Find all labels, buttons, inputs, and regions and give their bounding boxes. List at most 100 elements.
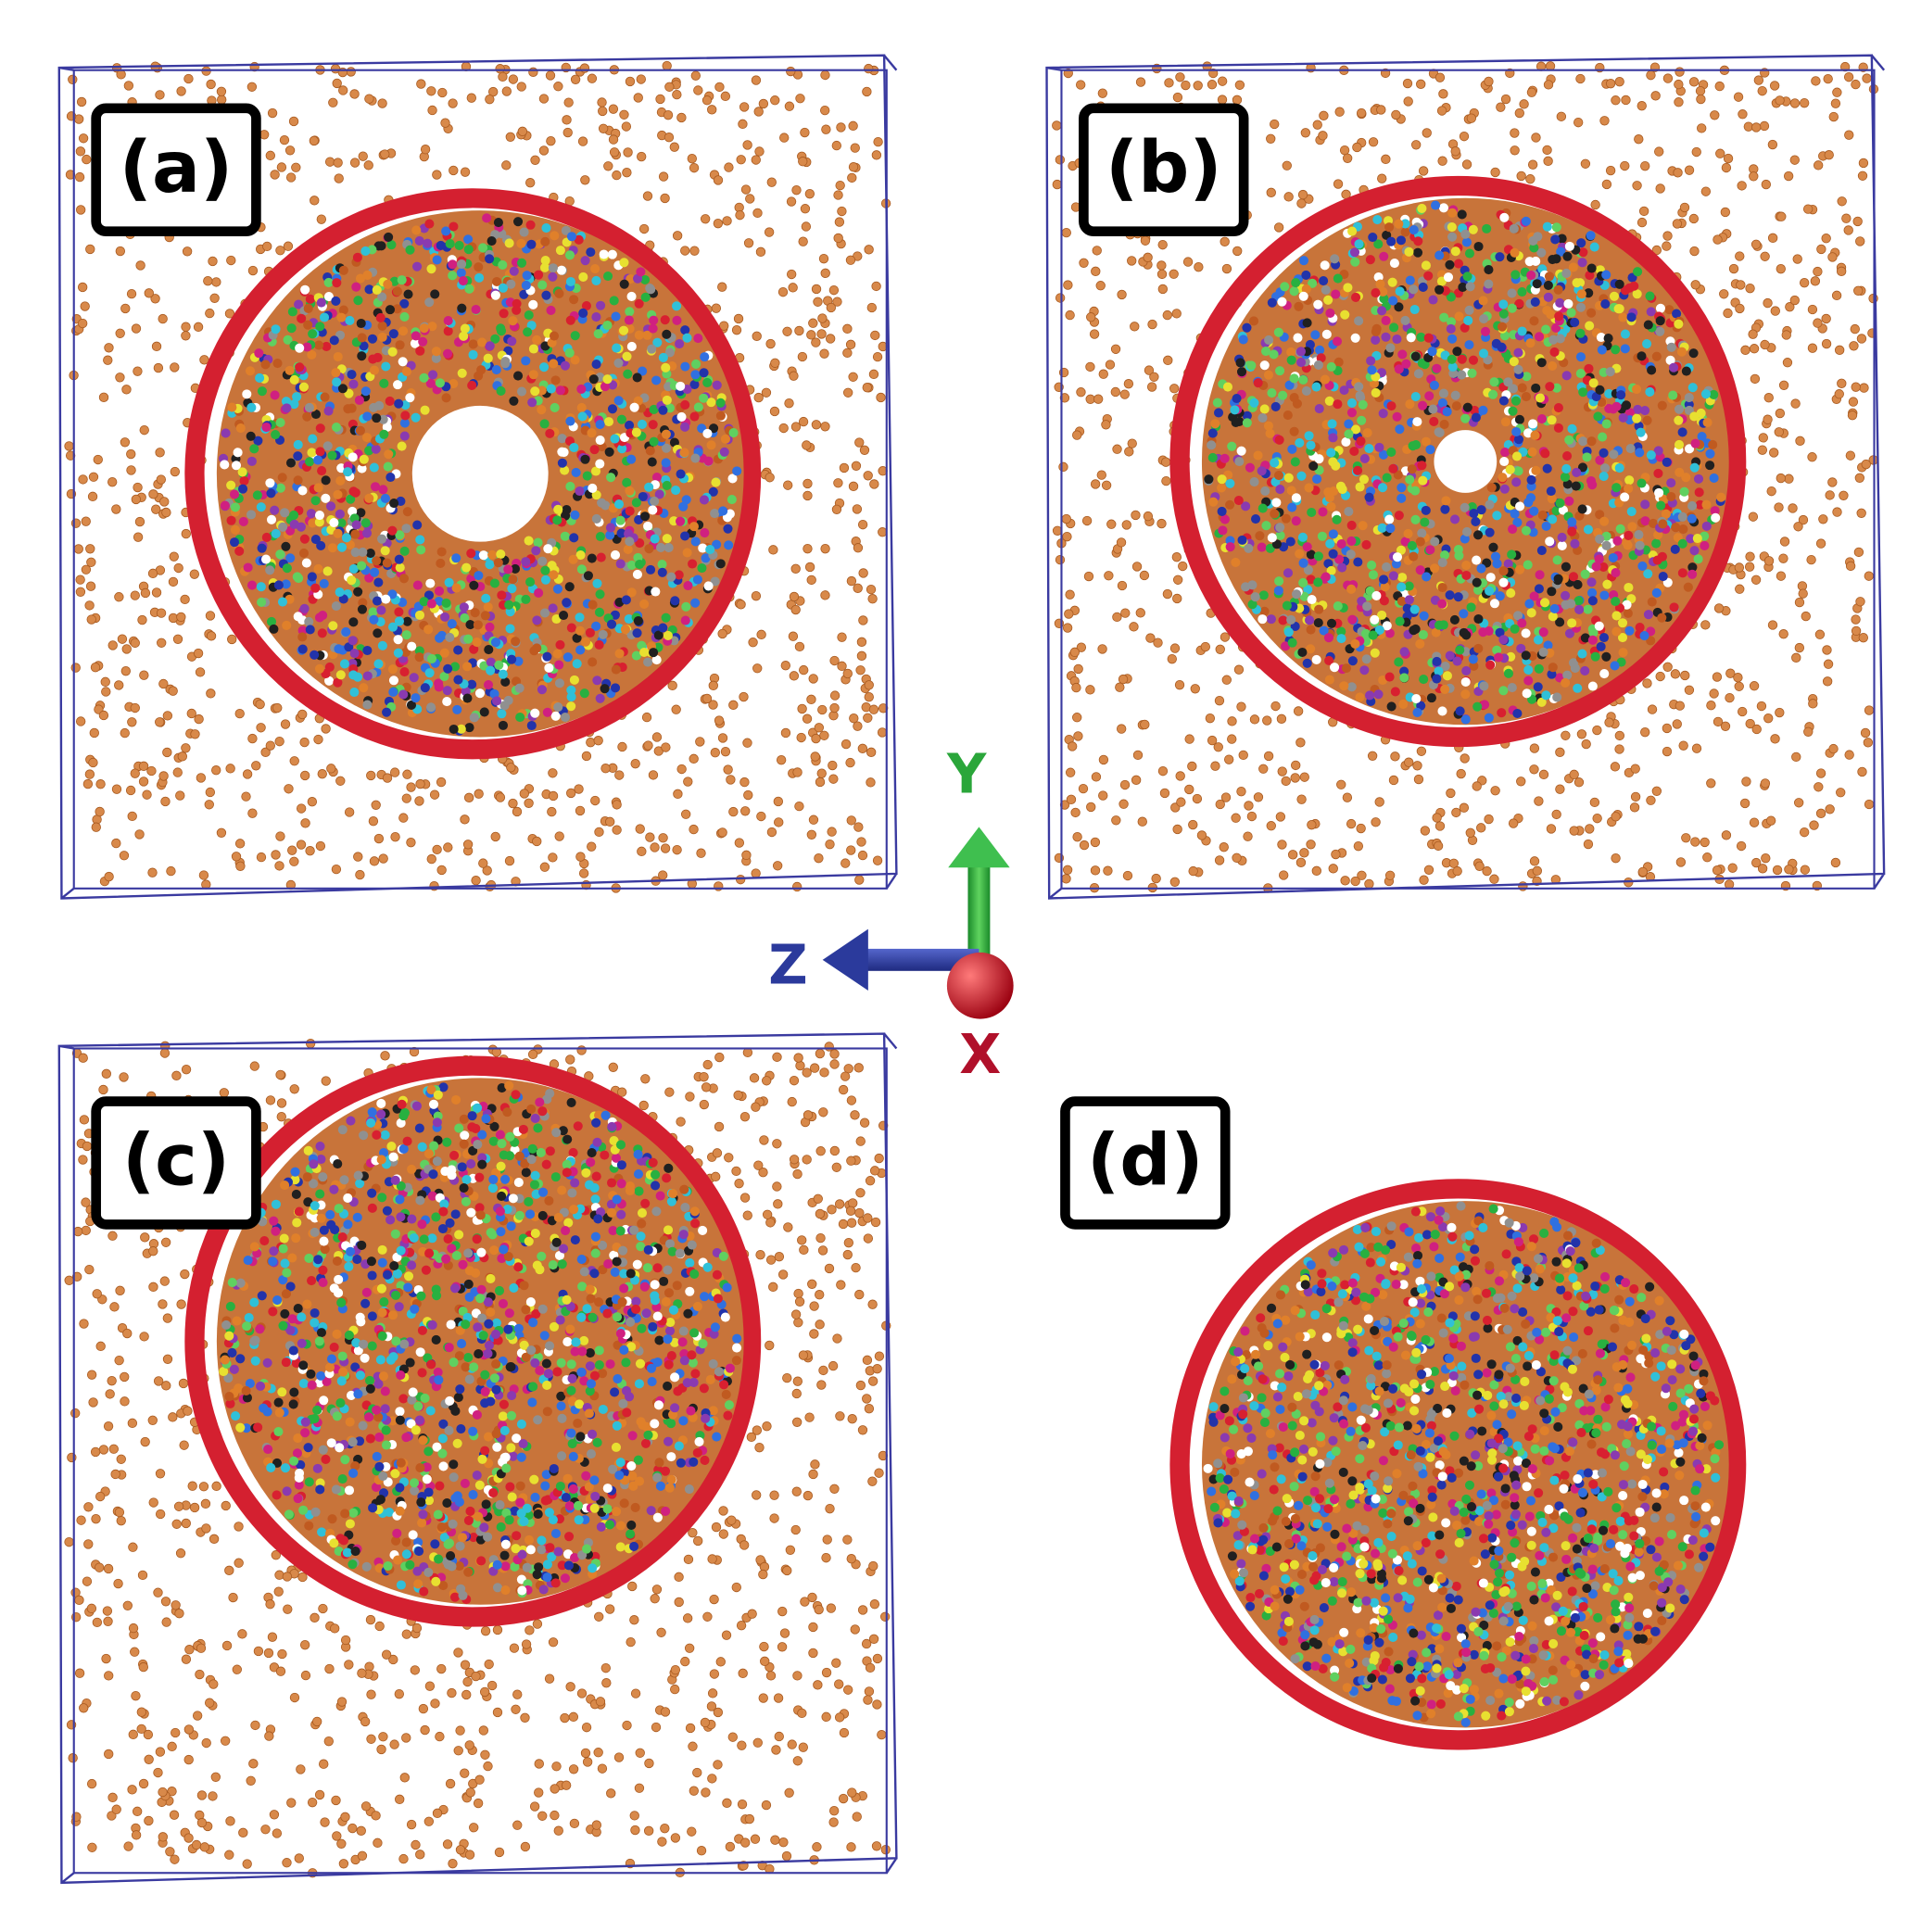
solvent-particle	[1690, 280, 1700, 290]
polymer-bead	[1248, 316, 1259, 326]
polymer-bead	[642, 330, 652, 340]
polymer-bead	[1291, 589, 1302, 600]
solvent-particle	[1662, 746, 1673, 757]
solvent-particle	[1124, 447, 1134, 457]
solvent-particle	[65, 450, 76, 461]
solvent-particle	[713, 218, 724, 229]
polymer-bead	[661, 362, 671, 373]
solvent-particle	[501, 160, 512, 170]
solvent-particle	[1262, 715, 1272, 726]
polymer-bead	[266, 616, 277, 626]
solvent-particle	[1858, 158, 1869, 169]
polymer-bead	[1623, 608, 1633, 618]
polymer-bead	[370, 567, 380, 577]
polymer-bead	[1280, 282, 1290, 292]
polymer-bead	[1358, 399, 1368, 410]
polymer-bead	[1261, 346, 1271, 357]
solvent-particle	[1243, 831, 1253, 841]
polymer-bead	[625, 486, 635, 496]
polymer-bead	[1347, 656, 1358, 666]
solvent-particle	[1860, 727, 1871, 739]
solvent-particle	[162, 747, 172, 758]
solvent-particle	[548, 768, 558, 778]
polymer-bead	[1294, 301, 1304, 311]
polymer-bead	[1415, 638, 1425, 650]
polymer-bead	[565, 481, 575, 492]
polymer-bead	[269, 624, 279, 634]
polymer-bead	[1550, 234, 1561, 245]
polymer-bead	[1492, 511, 1502, 521]
polymer-bead	[1467, 368, 1477, 378]
polymer-bead	[1601, 651, 1611, 662]
solvent-particle	[406, 782, 416, 792]
polymer-bead	[1480, 326, 1491, 336]
polymer-bead	[493, 558, 503, 568]
polymer-bead	[1295, 347, 1306, 357]
polymer-bead	[1438, 203, 1448, 213]
solvent-particle	[120, 727, 130, 739]
solvent-particle	[688, 1741, 698, 1751]
solvent-particle	[389, 767, 400, 777]
solvent-particle	[181, 322, 191, 332]
polymer-bead	[355, 425, 366, 436]
solvent-particle	[198, 870, 209, 880]
solvent-particle	[547, 806, 557, 817]
polymer-bead	[1278, 390, 1288, 400]
solvent-particle	[781, 1850, 792, 1862]
polymer-bead	[439, 648, 449, 658]
polymer-bead	[1404, 581, 1414, 591]
solvent-particle	[532, 836, 542, 847]
polymer-bead	[1425, 545, 1435, 555]
polymer-bead	[412, 520, 423, 530]
solvent-particle	[711, 303, 722, 313]
solvent-particle	[1433, 840, 1444, 852]
polymer-bead	[662, 395, 672, 405]
polymer-bead	[534, 587, 544, 599]
solvent-particle	[284, 145, 296, 156]
solvent-particle	[1249, 714, 1260, 725]
polymer-bead	[555, 246, 565, 256]
solvent-particle	[1194, 262, 1204, 272]
solvent-particle	[437, 87, 448, 98]
solvent-particle	[769, 406, 780, 417]
solvent-particle	[1790, 398, 1801, 409]
polymer-bead	[300, 284, 310, 295]
solvent-particle	[349, 158, 360, 168]
polymer-bead	[380, 546, 390, 556]
polymer-bead	[401, 630, 411, 640]
solvent-particle	[778, 423, 789, 434]
polymer-bead	[348, 486, 359, 497]
polymer-bead	[265, 478, 275, 488]
polymer-bead	[644, 544, 654, 554]
polymer-bead	[1359, 453, 1370, 464]
solvent-particle	[790, 422, 802, 432]
solvent-particle	[570, 74, 581, 84]
polymer-bead	[552, 649, 562, 659]
polymer-bead	[1677, 538, 1687, 549]
polymer-bead	[1561, 590, 1571, 600]
solvent-particle	[1217, 95, 1228, 105]
solvent-particle	[1072, 832, 1082, 842]
polymer-bead	[360, 386, 371, 397]
polymer-bead	[1422, 572, 1432, 582]
polymer-bead	[323, 406, 334, 416]
solvent-particle	[1839, 490, 1849, 500]
solvent-particle	[1090, 865, 1101, 876]
polymer-bead	[728, 428, 739, 438]
polymer-bead	[552, 584, 563, 594]
polymer-bead	[548, 271, 558, 282]
solvent-particle	[717, 827, 727, 838]
polymer-bead	[496, 549, 506, 560]
polymer-bead	[449, 724, 459, 735]
polymer-bead	[361, 528, 373, 538]
solvent-particle	[1384, 870, 1396, 880]
polymer-bead	[1261, 521, 1271, 531]
polymer-bead	[1204, 474, 1214, 485]
solvent-particle	[1719, 289, 1729, 299]
polymer-bead	[1324, 675, 1334, 685]
solvent-particle	[1745, 283, 1755, 294]
polymer-bead	[1525, 338, 1536, 348]
solvent-particle	[1169, 643, 1181, 653]
polymer-bead	[270, 390, 280, 400]
polymer-bead	[1426, 693, 1436, 703]
